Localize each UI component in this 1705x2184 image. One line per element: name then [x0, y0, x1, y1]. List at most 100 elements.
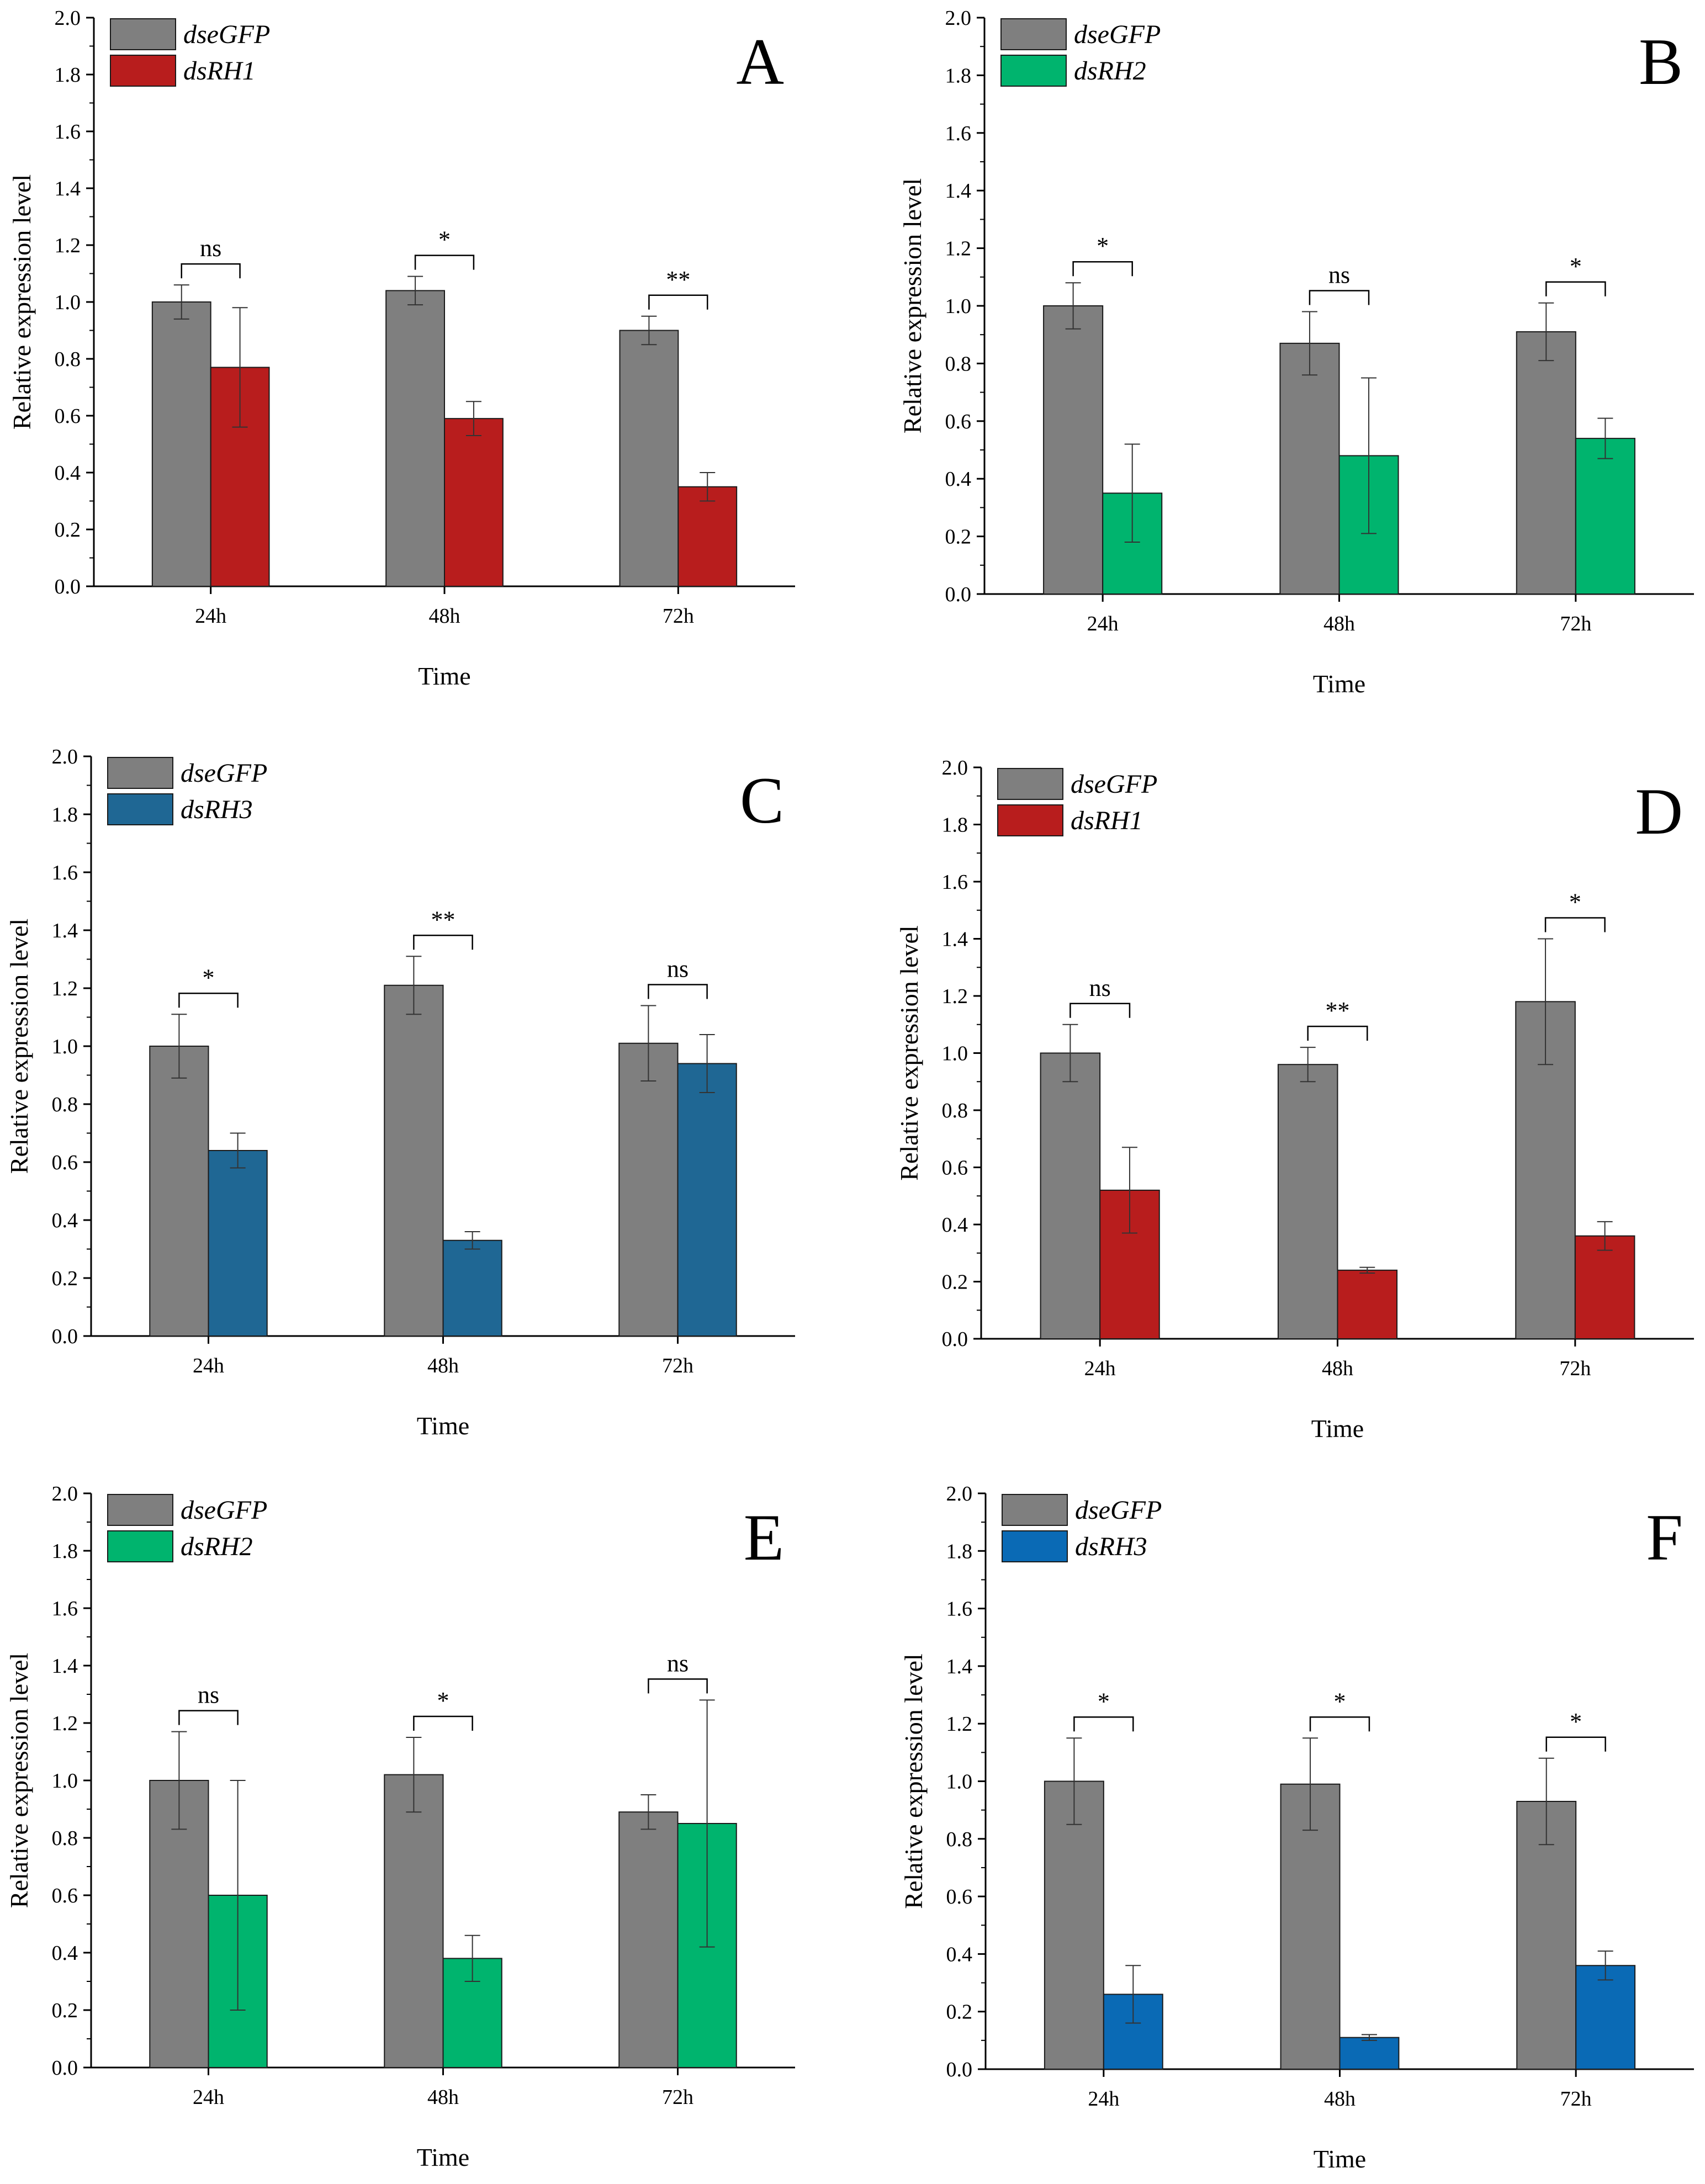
- bar-dsegfp-24h: [1044, 1780, 1104, 2070]
- significance-label: *: [438, 226, 451, 253]
- legend-label: dsRH1: [183, 56, 256, 86]
- significance-label: ns: [1328, 261, 1350, 288]
- y-tick-label: 0.0: [52, 2056, 78, 2080]
- x-tick-label: 72h: [1560, 2087, 1592, 2111]
- y-tick-label: 1.4: [52, 1655, 78, 1678]
- y-tick-label: 0.8: [942, 1099, 968, 1122]
- significance-bracket: [1309, 290, 1370, 305]
- bar-dsegfp-48h: [1277, 1064, 1338, 1339]
- significance-label: *: [1570, 253, 1582, 280]
- legend-label: dseGFP: [181, 759, 267, 788]
- x-tick-label: 72h: [1560, 612, 1591, 635]
- bar-dsrh3-24h: [208, 1150, 268, 1337]
- x-tick-label: 24h: [1084, 1357, 1116, 1380]
- y-axis-title: Relative expression level: [898, 178, 926, 433]
- x-tick-label: 24h: [1087, 612, 1119, 635]
- legend-label: dseGFP: [183, 20, 270, 49]
- bar-dsrh2-72h: [1575, 438, 1635, 595]
- significance-label: *: [1097, 232, 1109, 259]
- significance-label: ns: [667, 1650, 689, 1677]
- x-tick-label: 24h: [193, 2086, 224, 2109]
- bar-dsrh1-72h: [1574, 1235, 1635, 1339]
- chart-panel-e: 0.0 0.2 0.4 0.6 0.8 1.0 1.2 1.4 1.6 1.8 2.0 24h ns 48…: [5, 1482, 795, 2171]
- legend-label: dseGFP: [1075, 1496, 1162, 1525]
- y-tick-label: 1.8: [52, 1540, 78, 1563]
- y-tick-label: 0.2: [52, 1267, 78, 1290]
- y-axis-title: Relative expression level: [8, 174, 36, 430]
- y-tick-label: 0.2: [942, 1271, 968, 1294]
- y-tick-label: 1.8: [946, 1540, 973, 1563]
- bar-dsrh3-48h: [442, 1239, 502, 1337]
- bar-dsegfp-24h: [149, 1046, 209, 1337]
- y-axis-title: Relative expression level: [5, 1653, 33, 1908]
- legend-swatch: [997, 804, 1063, 836]
- y-tick-label: 0.4: [52, 1942, 78, 1965]
- x-tick-label: 48h: [1324, 2087, 1355, 2111]
- x-axis-title: Time: [417, 2143, 469, 2171]
- y-tick-label: 1.2: [55, 234, 81, 257]
- y-tick-label: 1.2: [52, 977, 78, 1000]
- y-tick-label: 1.6: [942, 871, 968, 894]
- y-tick-label: 1.8: [52, 803, 78, 826]
- y-tick-label: 1.6: [55, 120, 81, 144]
- bar-dsegfp-48h: [1279, 342, 1340, 595]
- y-tick-label: 0.4: [946, 1943, 973, 1966]
- significance-bracket: [413, 935, 473, 950]
- y-tick-label: 0.0: [945, 583, 972, 606]
- y-tick-label: 1.0: [55, 291, 81, 314]
- y-tick-label: 0.2: [52, 1999, 78, 2022]
- y-tick-label: 0.8: [946, 1828, 973, 1851]
- legend-label: dseGFP: [1071, 770, 1157, 799]
- y-tick-label: 1.8: [945, 64, 972, 87]
- y-tick-label: 0.4: [52, 1209, 78, 1232]
- significance-bracket: [178, 993, 239, 1008]
- bar-dsrh3-72h: [1575, 1965, 1636, 2070]
- legend-label: dsRH3: [1075, 1532, 1147, 1561]
- legend-label: dsRH3: [181, 795, 253, 824]
- significance-label: *: [1569, 889, 1581, 916]
- bar-dsegfp-48h: [384, 1774, 444, 2069]
- bar-dsrh3-48h: [1339, 2037, 1400, 2070]
- y-tick-label: 1.4: [55, 177, 81, 200]
- y-axis-title: Relative expression level: [895, 925, 923, 1180]
- bar-dsegfp-72h: [1516, 1801, 1577, 2070]
- chart-panel-b: 0.0 0.2 0.4 0.6 0.8 1.0 1.2 1.4 1.6 1.8 2.0 24h * 48h…: [898, 7, 1694, 698]
- legend-swatch: [107, 1494, 173, 1526]
- significance-label: *: [1334, 1688, 1346, 1715]
- x-tick-label: 48h: [429, 605, 460, 628]
- y-axis-title: Relative expression level: [5, 919, 33, 1174]
- y-tick-label: 1.8: [55, 63, 81, 87]
- legend-swatch: [1002, 1494, 1068, 1526]
- x-tick-label: 48h: [1323, 612, 1355, 635]
- x-tick-label: 72h: [663, 605, 694, 628]
- y-tick-label: 1.6: [945, 122, 972, 145]
- y-tick-label: 0.8: [52, 1093, 78, 1116]
- bar-dsegfp-72h: [618, 1811, 679, 2068]
- bar-dsegfp-48h: [1280, 1783, 1341, 2070]
- y-tick-label: 1.0: [52, 1769, 78, 1793]
- bar-dsegfp-24h: [151, 301, 211, 587]
- y-tick-label: 0.6: [946, 1885, 973, 1909]
- significance-label: *: [203, 964, 215, 991]
- x-axis-title: Time: [1314, 2145, 1366, 2173]
- bar-dsegfp-72h: [618, 1042, 679, 1337]
- y-tick-label: 1.2: [942, 985, 968, 1008]
- y-tick-label: 2.0: [946, 1482, 973, 1506]
- y-tick-label: 0.6: [942, 1157, 968, 1180]
- y-tick-label: 1.2: [945, 237, 972, 261]
- x-tick-label: 48h: [1322, 1357, 1353, 1380]
- y-tick-label: 0.0: [52, 1325, 78, 1348]
- significance-label: ns: [1089, 974, 1111, 1001]
- x-tick-label: 24h: [195, 605, 226, 628]
- panel-letter: E: [744, 1501, 784, 1574]
- legend-swatch: [1002, 1530, 1068, 1562]
- x-tick-label: 24h: [193, 1354, 224, 1377]
- y-tick-label: 1.2: [52, 1712, 78, 1735]
- y-tick-label: 1.4: [52, 919, 78, 942]
- y-tick-label: 0.8: [52, 1827, 78, 1850]
- y-tick-label: 0.6: [52, 1884, 78, 1907]
- y-tick-label: 2.0: [52, 745, 78, 768]
- y-tick-label: 0.4: [942, 1213, 968, 1237]
- x-tick-label: 48h: [427, 1354, 459, 1377]
- chart-panel-a: 0.0 0.2 0.4 0.6 0.8 1.0 1.2 1.4 1.6 1.8 2.0 24h ns 48…: [8, 7, 795, 690]
